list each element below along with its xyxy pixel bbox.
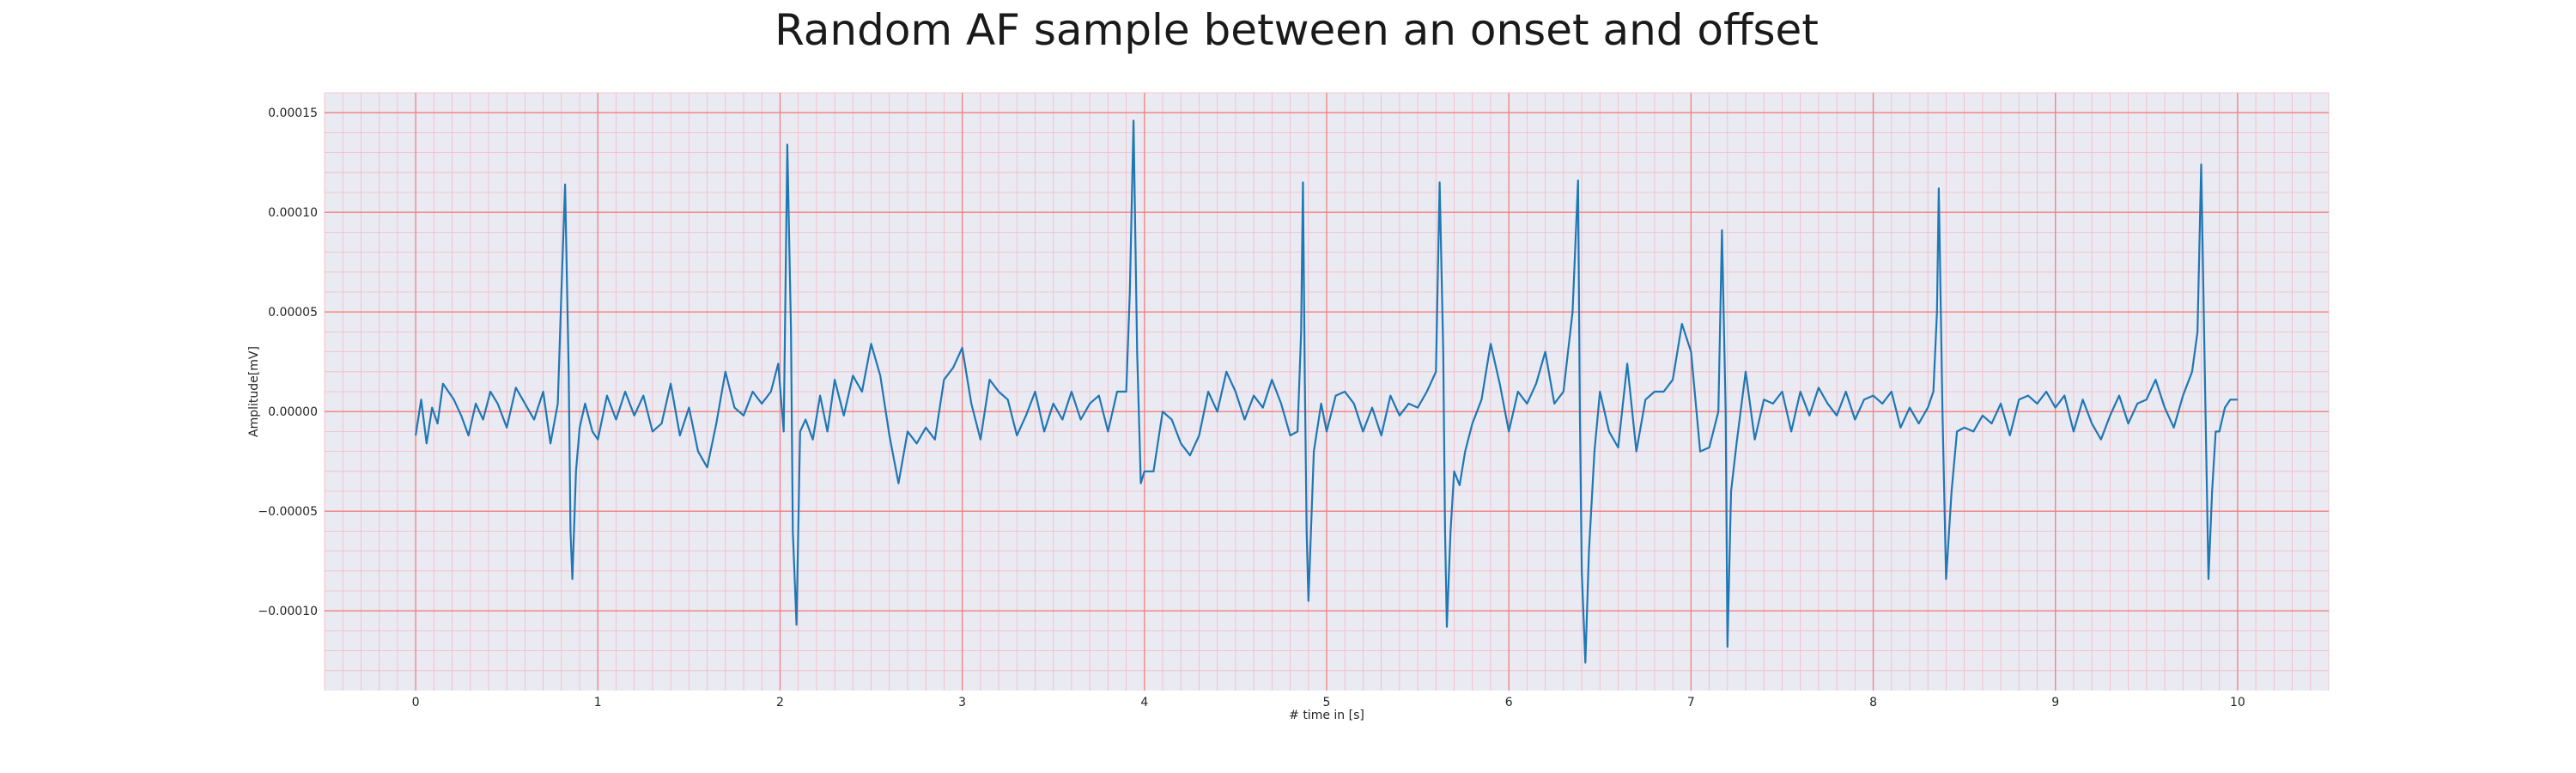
x-tick-label: 2 <box>776 696 784 709</box>
y-tick-label: 0.00010 <box>268 206 318 220</box>
x-tick-label: 0 <box>412 696 420 709</box>
x-tick-label: 1 <box>594 696 602 709</box>
y-tick-label: −0.00005 <box>258 505 318 519</box>
x-tick-label: 4 <box>1140 696 1148 709</box>
x-tick-label: 3 <box>958 696 966 709</box>
y-tick-label: 0.00000 <box>268 405 318 419</box>
x-tick-label: 9 <box>2051 696 2059 709</box>
y-tick-label: 0.00005 <box>268 306 318 320</box>
x-axis-label: # time in [s] <box>1289 709 1364 722</box>
y-tick-label: −0.00010 <box>258 605 318 618</box>
y-axis-label: Amplitude[mV] <box>247 346 261 437</box>
y-tick-label: 0.00015 <box>268 107 318 120</box>
series-line <box>415 119 2238 664</box>
major-grid <box>325 93 2329 691</box>
x-tick-label: 6 <box>1505 696 1513 709</box>
x-tick-label: 8 <box>1869 696 1877 709</box>
y-axis-ticks: −0.00010 −0.00005 0.00000 0.00005 0.00010 0.0… <box>258 107 318 618</box>
x-tick-label: 7 <box>1687 696 1695 709</box>
x-tick-label: 5 <box>1323 696 1331 709</box>
chart-title: Random AF sample between an onset and of… <box>775 5 1819 55</box>
x-tick-label: 10 <box>2230 696 2245 709</box>
x-axis-ticks: 0 1 2 3 4 5 6 7 8 9 10 <box>412 696 2245 709</box>
